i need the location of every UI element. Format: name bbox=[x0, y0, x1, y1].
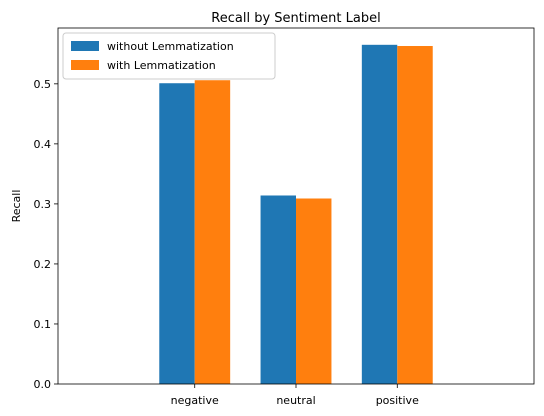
bar-negative-series-1 bbox=[159, 83, 195, 384]
y-tick-label: 0.4 bbox=[34, 138, 52, 151]
legend-label-2: with Lemmatization bbox=[107, 59, 216, 72]
legend: without Lemmatization with Lemmatization bbox=[62, 32, 276, 80]
chart-title: Recall by Sentiment Label bbox=[211, 11, 380, 26]
y-axis: 0.0 0.1 0.2 0.3 0.4 0.5 bbox=[34, 78, 58, 391]
bars-group bbox=[159, 44, 433, 385]
x-axis: negative neutral positive bbox=[171, 384, 419, 407]
plot-frame bbox=[57, 27, 535, 385]
x-tick-label-positive: positive bbox=[376, 394, 419, 407]
bar-neutral-series-1 bbox=[260, 195, 296, 384]
bar-positive-series-2 bbox=[397, 46, 433, 384]
y-tick-label: 0.5 bbox=[34, 78, 52, 91]
x-tick-label-neutral: neutral bbox=[276, 394, 315, 407]
legend-label-1: without Lemmatization bbox=[107, 40, 234, 53]
y-tick-label: 0.2 bbox=[34, 258, 52, 271]
legend-swatch-2 bbox=[71, 60, 99, 70]
bar-negative-series-2 bbox=[194, 80, 231, 384]
legend-box bbox=[62, 32, 276, 80]
legend-swatch-1 bbox=[71, 41, 99, 51]
y-axis-label: Recall bbox=[10, 190, 23, 223]
y-tick-label: 0.3 bbox=[34, 198, 52, 211]
bar-positive-series-1 bbox=[361, 44, 398, 385]
bar-neutral-series-2 bbox=[296, 198, 332, 384]
y-tick-label: 0.0 bbox=[34, 378, 52, 391]
x-tick-label-negative: negative bbox=[171, 394, 219, 407]
y-tick-label: 0.1 bbox=[34, 318, 52, 331]
